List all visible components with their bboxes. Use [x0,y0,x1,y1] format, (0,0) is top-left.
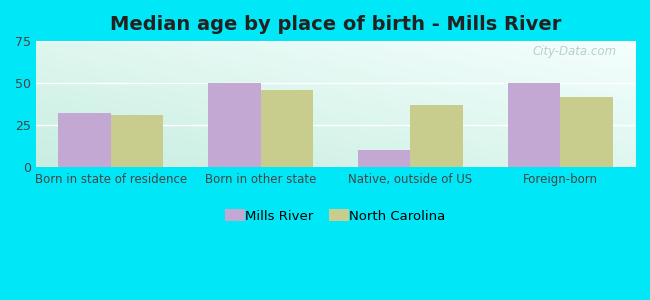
Bar [560,97,612,167]
Title: Median age by place of birth - Mills River: Median age by place of birth - Mills Riv… [110,15,561,34]
Bar [208,83,261,167]
Bar [111,115,163,167]
Bar [410,105,463,167]
Legend: Mills River, North Carolina: Mills River, North Carolina [220,205,450,229]
Bar [358,150,410,167]
Bar [261,90,313,167]
Text: City-Data.com: City-Data.com [533,45,617,58]
Bar [508,83,560,167]
Bar [58,113,110,167]
